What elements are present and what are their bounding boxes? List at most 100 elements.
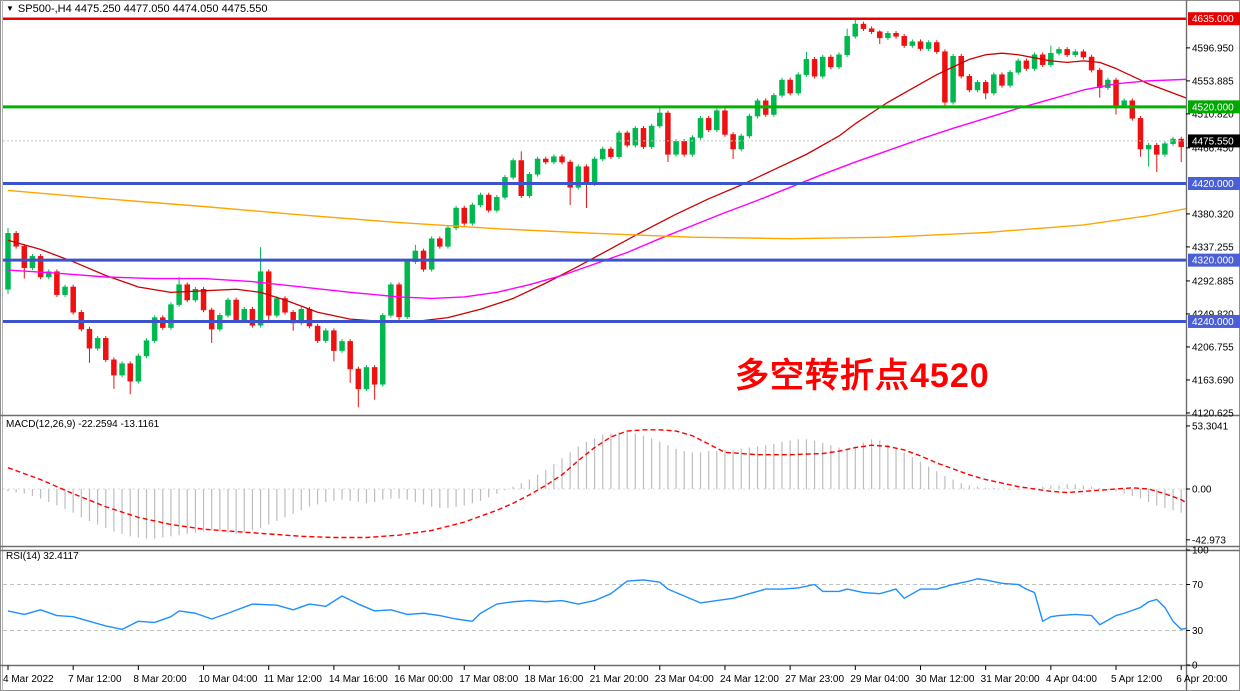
ma-fast-red <box>7 52 1186 323</box>
price-tick-label: 4163.690 <box>1192 375 1234 386</box>
candle-body <box>1145 144 1152 150</box>
candle-body <box>608 148 614 157</box>
candle-down <box>127 361 133 395</box>
price-badge: 4520.000 <box>1188 100 1240 114</box>
chart-annotation-text[interactable]: 多空转折点4520 <box>735 357 990 395</box>
candle-body <box>657 112 663 127</box>
candle-body <box>1056 49 1062 54</box>
candle-body <box>1137 118 1144 150</box>
candle-body <box>94 338 101 349</box>
price-badge-label: 4635.000 <box>1192 14 1234 25</box>
candle-body <box>453 207 459 229</box>
candle-body <box>86 328 93 349</box>
candle-body <box>314 325 321 341</box>
candle-body <box>37 256 44 278</box>
candle-body <box>322 330 329 341</box>
time-tick-label: 11 Mar 12:00 <box>264 674 323 685</box>
macd-indicator-label: MACD(12,26,9) -22.2594 -13.1161 <box>6 419 160 430</box>
candle-up <box>697 116 704 140</box>
candle-up <box>575 164 582 190</box>
price-badge-bg <box>1188 253 1240 267</box>
candle-body <box>787 79 793 94</box>
symbol-dropdown-icon[interactable]: ▼ <box>6 4 14 13</box>
candle-body <box>1080 51 1087 58</box>
candle-up <box>380 313 386 387</box>
candle-down <box>485 192 492 213</box>
candle-body <box>306 308 313 327</box>
candle-up <box>909 39 916 48</box>
candle-body <box>974 82 981 91</box>
candle-body <box>29 256 36 269</box>
candle-up <box>1162 141 1168 157</box>
candle-body <box>722 110 728 135</box>
candle-body <box>249 308 256 326</box>
candle-up <box>1105 77 1111 90</box>
candle-body <box>942 51 948 103</box>
candle-body <box>518 160 525 197</box>
price-badge-bg <box>1188 134 1240 148</box>
candle-up <box>1072 49 1079 58</box>
candle-body <box>811 59 818 77</box>
candle-body <box>599 148 606 160</box>
candle-body <box>689 137 696 155</box>
candle-down <box>396 282 402 322</box>
candle-body <box>127 363 133 382</box>
candle-body <box>844 36 850 55</box>
candle-body <box>673 141 679 155</box>
candle-body <box>1162 143 1168 155</box>
candle-up <box>950 53 956 105</box>
candle-up <box>836 52 842 70</box>
candle-body <box>648 125 655 147</box>
candle-body <box>135 355 142 382</box>
candle-up <box>657 106 663 129</box>
candle-body <box>477 194 484 206</box>
candle-body <box>437 238 443 247</box>
candle-body <box>738 135 744 150</box>
candle-body <box>494 197 500 211</box>
candle-body <box>852 23 859 37</box>
candle-body <box>363 367 370 390</box>
candle-up <box>885 30 891 41</box>
candle-body <box>396 284 402 318</box>
candle-down <box>1129 98 1136 121</box>
candle-body <box>1178 138 1184 147</box>
candle-up <box>428 236 435 272</box>
price-axis[interactable]: 4596.950 4553.885 4510.820 4466.450 4380.320… <box>1186 43 1234 672</box>
candle-up <box>795 72 802 96</box>
candle-down <box>355 366 362 408</box>
candle-body <box>485 194 492 211</box>
candle-down <box>518 151 525 199</box>
candle-body <box>868 28 875 32</box>
candle-body <box>542 158 549 163</box>
candle-down <box>1137 116 1144 157</box>
candle-body <box>290 312 296 324</box>
candle-body <box>54 271 60 295</box>
candle-body <box>950 56 956 103</box>
rsi-tick-label: 0 <box>1192 661 1198 672</box>
time-axis[interactable]: 4 Mar 2022 7 Mar 12:00 8 Mar 20:00 10 Mar 0… <box>3 665 1228 686</box>
candle-up <box>738 133 744 152</box>
time-tick-label: 5 Apr 12:00 <box>1111 674 1163 685</box>
candle-up <box>494 194 500 213</box>
candle-down <box>54 269 60 297</box>
candle-up <box>1031 52 1038 71</box>
candle-body <box>339 341 345 351</box>
candle-body <box>1072 51 1079 55</box>
candle-down <box>1096 67 1103 98</box>
time-tick-label: 29 Mar 04:00 <box>850 674 909 685</box>
candle-body <box>168 304 174 328</box>
candle-body <box>192 289 199 301</box>
candle-down <box>893 30 899 39</box>
candle-up <box>29 254 36 271</box>
rsi-line <box>7 578 1186 631</box>
candle-up <box>45 269 52 280</box>
candle-up <box>388 282 394 318</box>
candle-body <box>534 158 541 175</box>
time-tick-label: 31 Mar 20:00 <box>981 674 1040 685</box>
candle-down <box>705 116 712 133</box>
candle-down <box>681 139 687 157</box>
candle-down <box>184 282 190 303</box>
time-tick-label: 4 Mar 2022 <box>3 674 54 685</box>
candle-down <box>868 26 875 35</box>
